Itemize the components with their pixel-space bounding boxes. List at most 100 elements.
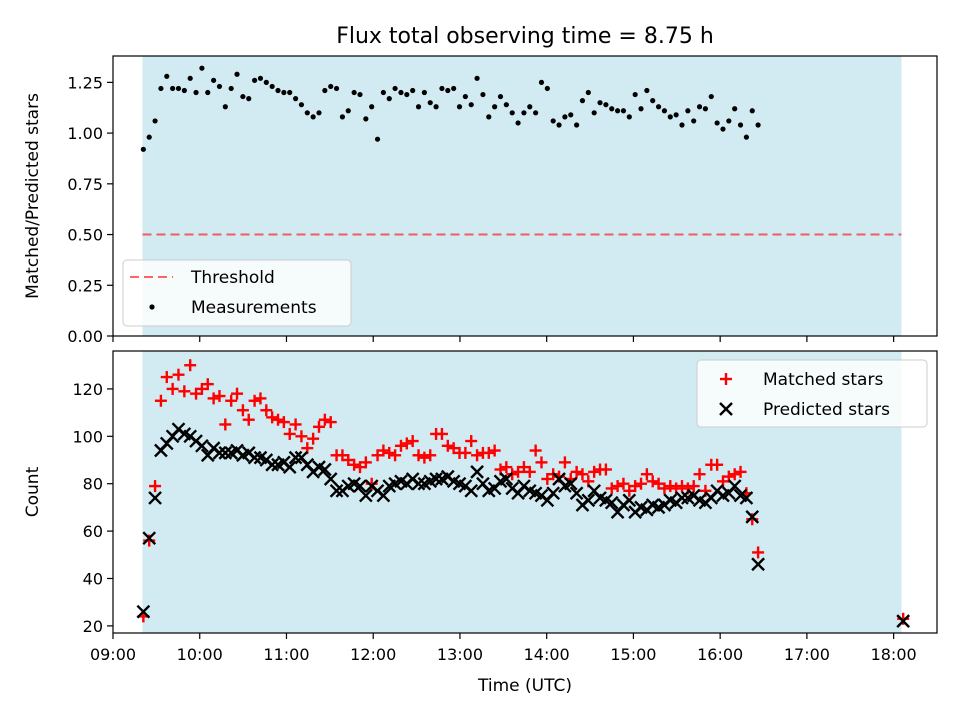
predicted-point [546,486,561,501]
measurement-point [316,110,322,116]
matched-point [213,390,226,403]
matched-point [693,468,706,481]
measurement-point [533,110,539,116]
matched-point [441,439,454,452]
matched-point [324,416,337,429]
measurement-point [164,73,170,79]
measurement-point [568,112,574,118]
predicted-point [470,465,484,479]
x-tick-label: 11:00 [263,645,309,664]
matched-point [219,418,232,431]
matched-point [318,413,331,426]
matched-point [459,446,472,459]
measurement-point [550,118,556,124]
measurement-point [322,87,328,94]
measurement-point [240,93,246,100]
measurement-point [181,87,187,94]
count-panel-frame [112,350,938,634]
measurement-point [275,87,281,94]
measurement-point [351,89,357,96]
matched-point [687,480,700,493]
matched-point [160,371,173,384]
measurement-point [257,75,264,81]
measurement-point [503,102,509,108]
ratio-y-axis: 0.00 0.25 0.50 0.75 1.00 1.25 [67,73,113,346]
matched-point [728,468,741,481]
matched-point [178,385,191,398]
measurement-point [298,102,305,108]
matched-point [640,468,653,481]
measurement-point [158,85,164,92]
matched-point [166,382,179,395]
matched-point [377,444,390,457]
ratio-panel-frame [112,55,938,337]
measurement-point [193,89,199,96]
measurement-point [170,85,176,92]
y-tick-label: 1.00 [67,124,103,143]
measurement-point [369,104,375,110]
measurement-point [509,110,515,116]
ratio-y-label: Matched/Predicted stars [23,93,43,299]
predicted-point [195,438,209,453]
x-tick-label: 16:00 [697,645,743,664]
predicted-point [411,476,426,491]
matched-point [389,449,402,462]
predicted-point [896,614,911,628]
legend-matched-swatch [720,373,732,385]
matched-point [734,465,747,478]
matched-point [617,477,630,490]
measurement-point [292,96,299,102]
measurement-point [696,104,703,110]
measurement-point [304,110,310,116]
matched-point [242,413,255,426]
predicted-point [136,604,151,619]
measurement-point [234,71,240,77]
measurement-point [521,110,527,116]
predicted-point [563,476,578,491]
measurement-point [363,116,369,122]
x-tick-label: 14:00 [524,645,570,664]
measurement-point [439,85,445,92]
x-tick-label: 15:00 [610,645,656,664]
measurement-point [456,104,463,110]
predicted-point [464,483,479,498]
predicted-point [745,510,760,524]
measurement-point [486,114,492,120]
measurement-point [445,87,451,94]
measurement-point [462,93,468,100]
matched-point [752,546,765,559]
matched-point [629,480,642,493]
x-tick-label: 13:00 [437,645,483,664]
measurement-point [474,75,480,81]
predicted-point [212,446,227,460]
predicted-point [429,472,443,486]
ratio-x-axis-ticks [112,336,895,342]
y-tick-label: 20 [83,617,103,636]
matched-point [149,480,162,493]
matched-point [394,439,407,452]
measurement-point [468,102,474,108]
measurement-point [380,89,387,96]
predicted-point [376,488,391,503]
measurement-point [614,108,621,114]
matched-point [646,475,659,488]
y-tick-label: 1.25 [67,73,103,92]
measurement-point [310,114,316,120]
measurement-point [333,85,340,92]
measurement-point [216,83,223,90]
y-tick-label: 40 [83,569,103,588]
measurement-point [398,89,404,96]
matched-point [664,480,677,493]
predicted-point [218,446,233,460]
measurement-point [263,79,269,85]
measurement-point [714,120,720,126]
legend-matched-label: Matched stars [763,370,883,390]
matched-point [236,404,249,417]
predicted-point [353,479,367,493]
measurement-point [211,77,217,83]
measurement-point [574,122,580,128]
predicted-point [739,491,754,505]
measurement-point [339,114,346,120]
legend-measurement-label: Measurements [191,298,317,318]
measurement-point [644,87,650,94]
